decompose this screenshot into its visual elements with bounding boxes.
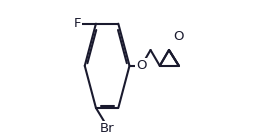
Text: O: O (174, 30, 184, 43)
Text: O: O (136, 59, 147, 72)
Text: Br: Br (100, 122, 114, 135)
Text: F: F (74, 17, 81, 30)
